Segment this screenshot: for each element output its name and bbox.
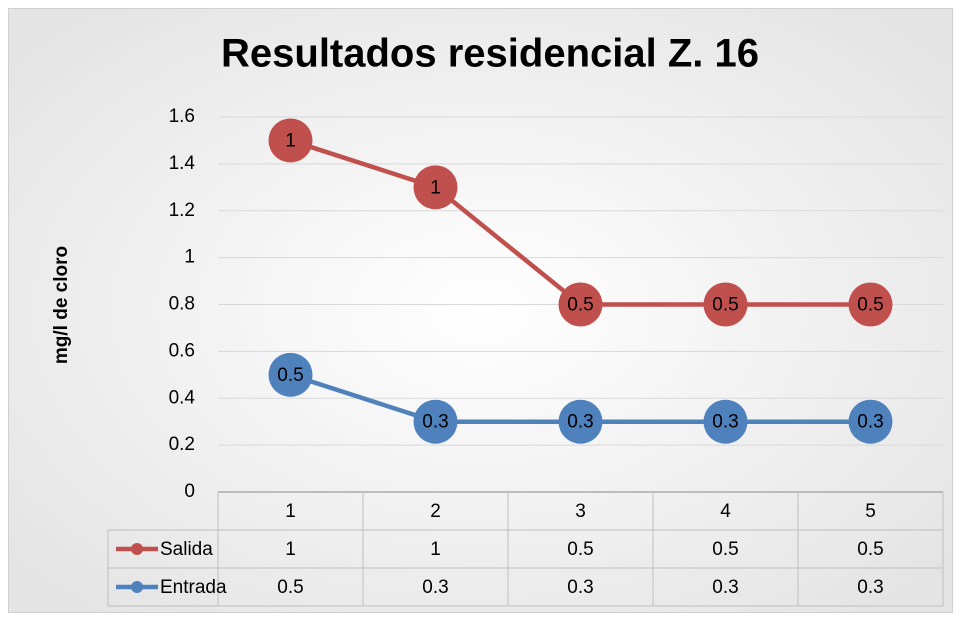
y-tick-label: 0.6 [169,340,195,361]
legend-label: Salida [160,539,213,560]
marker [268,118,313,163]
data-label: 1 [430,177,441,198]
marker [268,352,313,397]
marker [558,282,603,327]
table-cell: 1 [430,539,441,560]
marker [558,399,603,444]
x-tick-label: 3 [575,501,586,522]
table-cell: 0.3 [712,577,738,598]
table-cell: 0.3 [857,577,883,598]
marker [848,399,893,444]
y-axis-title: mg/l de cloro [51,246,72,364]
marker [848,282,893,327]
legend-label: Entrada [160,577,227,598]
y-tick-label: 1.6 [169,106,195,127]
y-tick-label: 1 [184,247,195,268]
data-label: 0.3 [857,412,883,433]
data-label: 0.5 [277,365,303,386]
chart-frame [8,8,953,613]
y-tick-label: 0.8 [169,294,195,315]
data-label: 0.5 [567,295,593,316]
y-tick-label: 1.4 [169,153,196,174]
table-cell: 1 [285,539,296,560]
y-tick-label: 0.4 [169,387,196,408]
data-label: 0.3 [567,412,593,433]
marker [413,399,458,444]
data-label: 0.5 [857,295,883,316]
y-tick-label: 0.2 [169,434,195,455]
data-label: 1 [285,130,296,151]
table-cell: 0.5 [712,539,738,560]
x-tick-label: 4 [720,501,731,522]
marker [413,165,458,210]
x-tick-label: 5 [865,501,876,522]
marker [703,399,748,444]
chart-title: Resultados residencial Z. 16 [221,32,759,76]
table-cell: 0.3 [422,577,448,598]
marker [703,282,748,327]
table-cell: 0.5 [857,539,883,560]
data-label: 0.5 [712,295,738,316]
data-label: 0.3 [712,412,738,433]
legend-marker [131,581,143,593]
x-tick-label: 1 [285,501,296,522]
y-tick-label: 0 [184,481,195,502]
x-tick-label: 2 [430,501,441,522]
table-cell: 0.5 [277,577,303,598]
table-cell: 0.3 [567,577,593,598]
legend-marker [131,543,143,555]
table-cell: 0.5 [567,539,593,560]
data-label: 0.3 [422,412,448,433]
y-tick-label: 1.2 [169,200,195,221]
